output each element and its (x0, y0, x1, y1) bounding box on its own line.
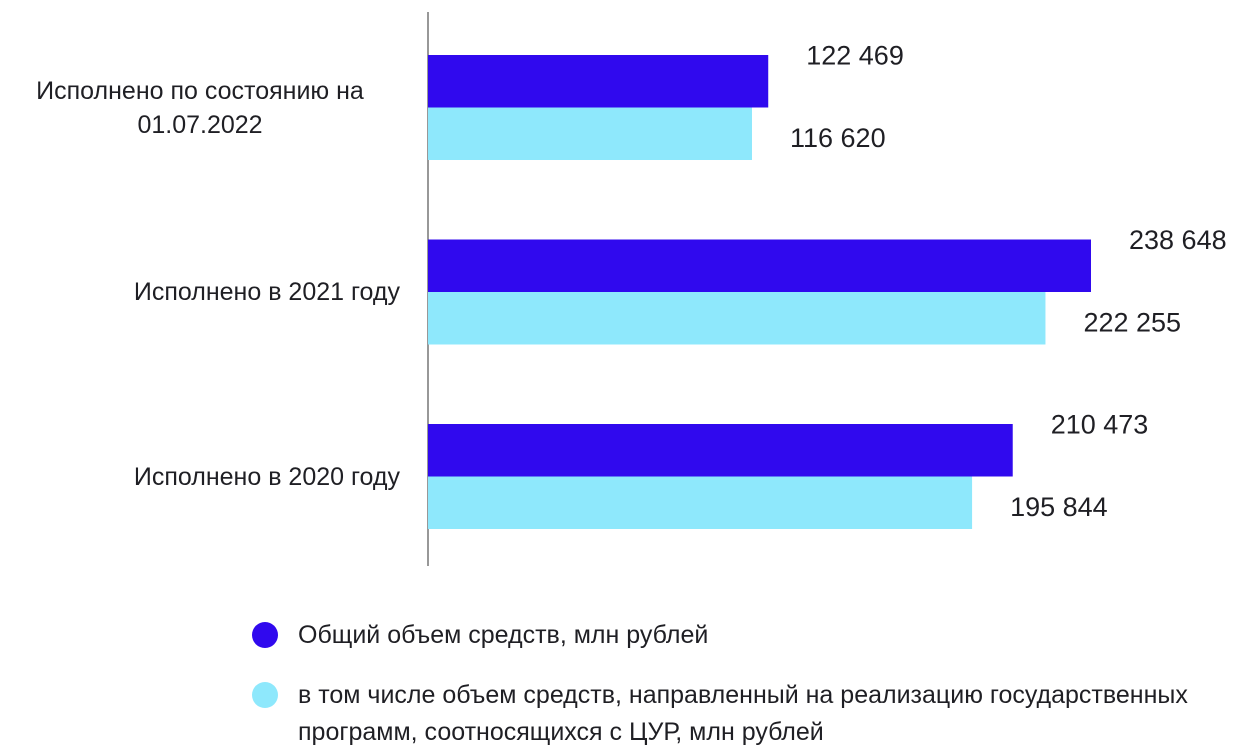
legend-label: в том числе объем средств, направленный … (298, 681, 1188, 746)
bar (428, 239, 1091, 292)
legend-marker (252, 682, 278, 708)
value-label: 238 648 (1129, 225, 1227, 255)
bar (428, 55, 769, 108)
value-label: 116 620 (790, 123, 886, 153)
bar (428, 292, 1046, 345)
legend-marker (252, 622, 278, 648)
value-label: 222 255 (1083, 307, 1181, 337)
category-label: Исполнено в 2021 году (133, 278, 400, 306)
bar (428, 107, 752, 160)
bar (428, 476, 973, 529)
value-label: 122 469 (806, 40, 904, 70)
category-label: Исполнено по состоянию на 01.07.2022 (36, 76, 364, 139)
value-label: 195 844 (1010, 492, 1108, 522)
bar (428, 424, 1013, 477)
value-label: 210 473 (1051, 409, 1149, 439)
legend-label: Общий объем средств, млн рублей (298, 621, 709, 649)
category-label: Исполнено в 2020 году (133, 462, 400, 491)
